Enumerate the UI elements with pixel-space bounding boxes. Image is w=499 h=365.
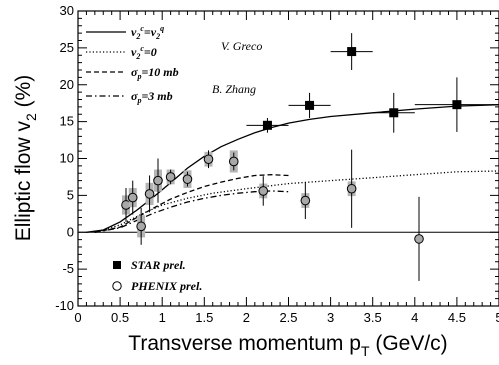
legend-square-marker: [113, 261, 121, 269]
phenix-data-point: [258, 186, 269, 196]
x-tick-label: 4: [411, 310, 418, 325]
y-tick-label: -5: [62, 261, 74, 276]
legend-label: σp=3 mb: [131, 89, 173, 105]
x-tick-label: 3.5: [364, 310, 382, 325]
phenix-data-point: [144, 189, 155, 199]
author-label: V. Greco: [221, 39, 262, 53]
phenix-data-point: [228, 156, 239, 167]
star-data-point: [347, 47, 357, 57]
x-tick-label: 0: [74, 310, 81, 325]
phenix-data-point: [165, 172, 176, 182]
phenix-data-point: [300, 195, 311, 206]
y-tick-label: 15: [60, 114, 74, 129]
legend-label: PHENIX prel.: [131, 279, 202, 293]
x-axis-title: Transverse momentum pT (GeV/c): [128, 332, 447, 359]
model-curves: [86, 104, 499, 233]
phenix-data-point: [127, 192, 138, 203]
x-tick-label: 4.5: [448, 310, 466, 325]
curve-dotted: [94, 170, 499, 233]
legend-label: v2c=v2q: [131, 24, 164, 41]
x-axis-ticks: 0 0.5 1 1.5 2 2.5 3 3.5 4 4.5 5: [74, 11, 499, 325]
y-tick-label: 10: [60, 151, 74, 166]
legend-label: σp=10 mb: [131, 65, 179, 81]
legend-circle-marker: [112, 281, 122, 291]
y-axis-title: Elliptic flow v2 (%): [12, 75, 39, 242]
phenix-data-point: [346, 183, 357, 194]
phenix-data-point: [153, 175, 163, 186]
x-tick-label: 2: [243, 310, 250, 325]
x-tick-label: 5: [495, 310, 499, 325]
phenix-data-point: [203, 154, 214, 165]
x-tick-label: 1.5: [195, 310, 213, 325]
author-label: B. Zhang: [212, 82, 256, 96]
x-tick-label: 3: [327, 310, 334, 325]
x-tick-label: 1: [159, 310, 166, 325]
y-tick-label: 20: [60, 77, 74, 92]
legend: v2c=v2q v2c=0 σp=10 mb σp=3 mb V. Greco B. Zh…: [86, 24, 262, 293]
star-data-point: [389, 108, 399, 118]
curve-dashed: [94, 174, 289, 233]
star-data-point: [262, 120, 272, 130]
data-points: [121, 33, 499, 281]
y-axis-ticks: -10 -5 0 5 10 15 20 25 30: [55, 3, 499, 313]
phenix-data-point: [136, 221, 146, 232]
y-tick-label: 30: [60, 3, 74, 18]
y-tick-label: -10: [55, 298, 74, 313]
curve-dashdot: [94, 190, 289, 233]
legend-label: STAR prel.: [131, 258, 186, 272]
y-tick-label: 25: [60, 40, 74, 55]
star-data-point: [305, 100, 315, 110]
x-tick-label: 0.5: [111, 310, 129, 325]
curve-solid: [86, 104, 499, 233]
y-tick-label: 0: [67, 224, 74, 239]
star-data-point: [452, 100, 462, 110]
x-tick-label: 2.5: [279, 310, 297, 325]
legend-label: v2c=0: [131, 44, 157, 61]
y-tick-label: 5: [67, 187, 74, 202]
phenix-data-point: [414, 234, 424, 244]
phenix-data-point: [182, 174, 193, 184]
